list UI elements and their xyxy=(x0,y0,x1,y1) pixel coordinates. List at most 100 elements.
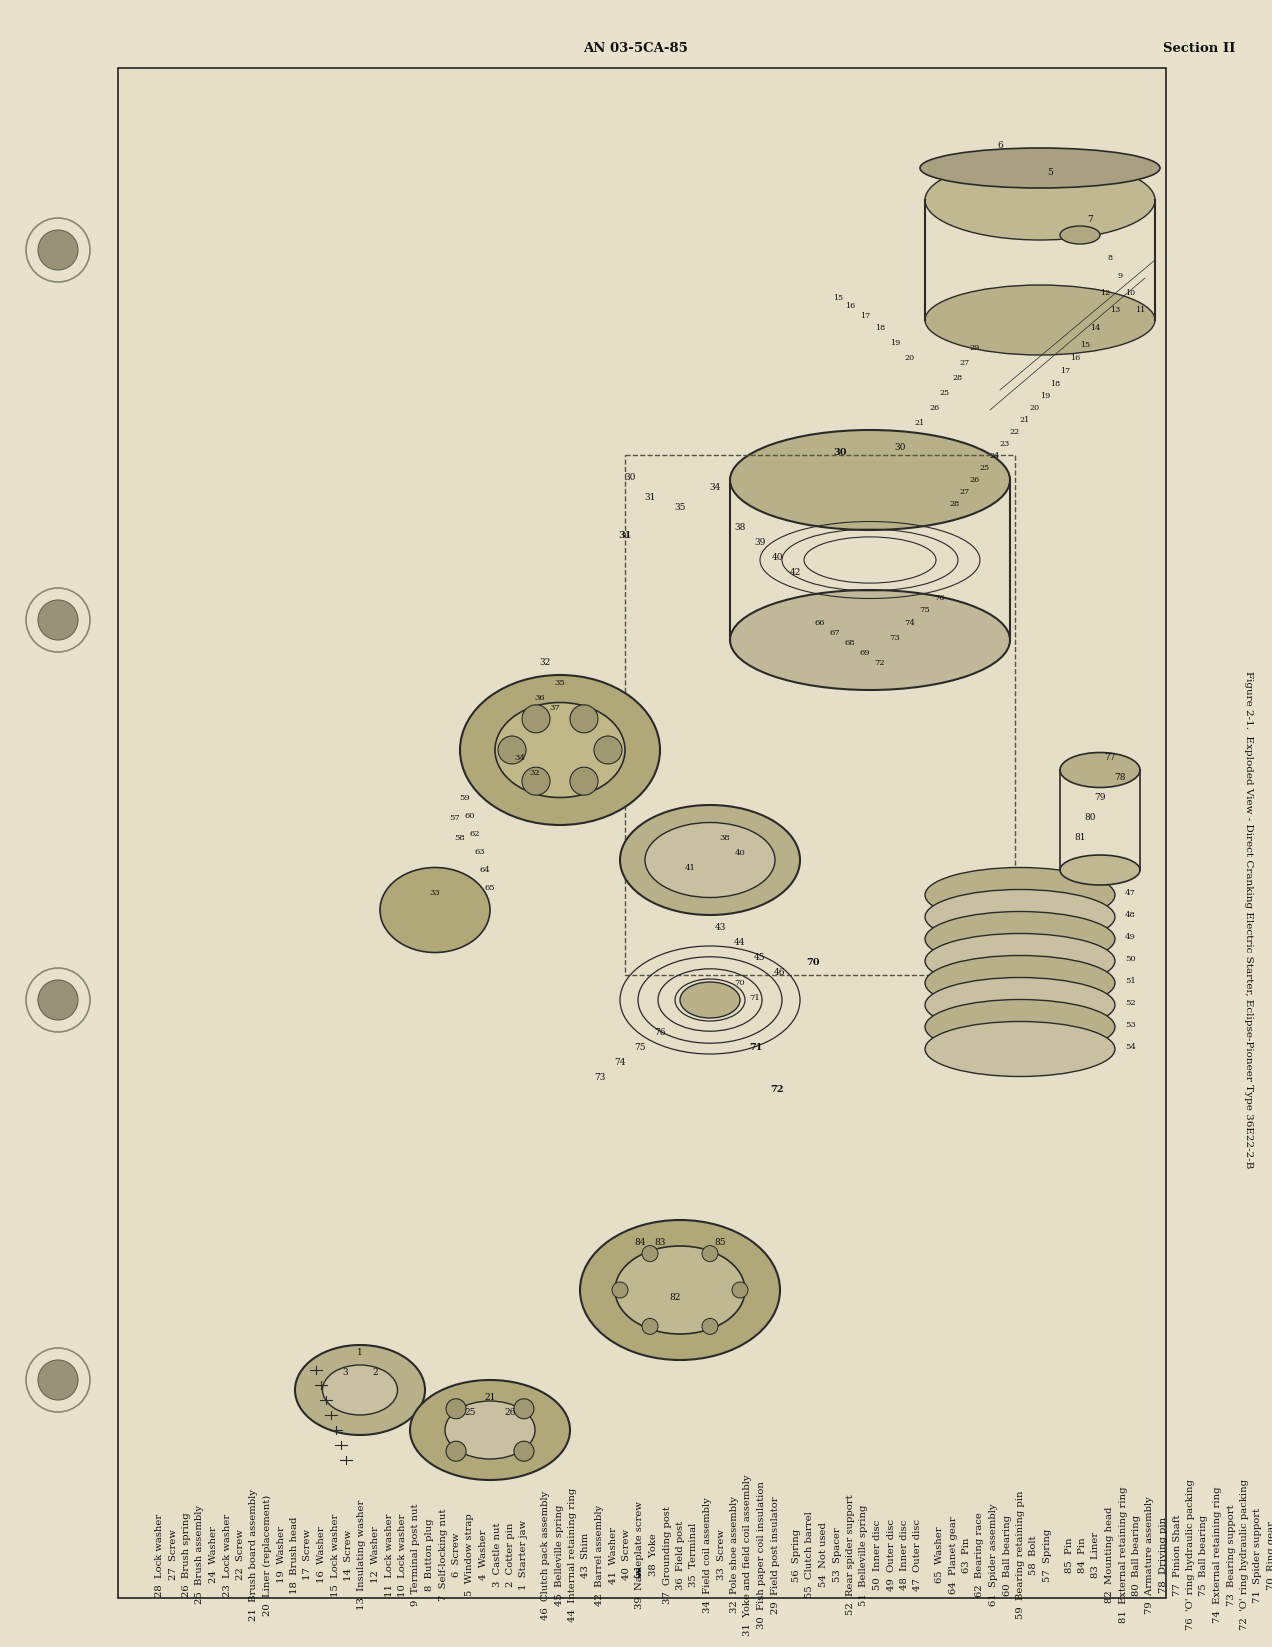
Text: 57: 57 xyxy=(449,814,460,822)
Circle shape xyxy=(25,588,90,652)
Text: 71  Spider support: 71 Spider support xyxy=(1253,1507,1263,1603)
Text: 65: 65 xyxy=(485,884,495,893)
Text: 25: 25 xyxy=(979,464,990,473)
Text: 7: 7 xyxy=(1088,216,1093,224)
Text: 71: 71 xyxy=(749,995,761,1001)
Text: 84  Pin: 84 Pin xyxy=(1077,1537,1088,1573)
Ellipse shape xyxy=(925,911,1116,967)
Text: 43: 43 xyxy=(715,922,726,932)
Text: 29  Field post insulator: 29 Field post insulator xyxy=(771,1495,780,1614)
Text: 33: 33 xyxy=(430,889,440,898)
Text: 3  Castle nut: 3 Castle nut xyxy=(492,1523,501,1588)
Circle shape xyxy=(570,705,598,733)
Text: 82: 82 xyxy=(669,1293,681,1303)
Text: 30: 30 xyxy=(625,473,636,483)
Ellipse shape xyxy=(1060,753,1140,787)
Text: 25: 25 xyxy=(940,389,950,397)
Ellipse shape xyxy=(730,430,1010,530)
Text: 23  Lock washer: 23 Lock washer xyxy=(223,1514,232,1596)
Text: 19: 19 xyxy=(1040,392,1051,400)
Text: 36: 36 xyxy=(534,693,546,702)
Text: 27: 27 xyxy=(960,488,971,496)
Text: 48  Inner disc: 48 Inner disc xyxy=(901,1520,909,1591)
Text: 44  Internal retaining ring: 44 Internal retaining ring xyxy=(569,1487,577,1622)
Text: 73: 73 xyxy=(594,1072,605,1082)
Text: 15  Lock washer: 15 Lock washer xyxy=(331,1514,340,1596)
Circle shape xyxy=(25,968,90,1033)
Text: 27  Screw: 27 Screw xyxy=(168,1530,178,1581)
Text: 9: 9 xyxy=(1117,272,1123,280)
Text: 72: 72 xyxy=(771,1085,784,1094)
Ellipse shape xyxy=(925,285,1155,356)
Text: 19  Washer: 19 Washer xyxy=(276,1527,285,1583)
Text: 1  Starter jaw: 1 Starter jaw xyxy=(519,1520,528,1589)
Text: 74: 74 xyxy=(614,1057,626,1067)
Text: 34: 34 xyxy=(710,483,721,492)
Text: 15: 15 xyxy=(1080,341,1090,349)
Text: 72  'O' ring hydraulic packing: 72 'O' ring hydraulic packing xyxy=(1240,1479,1249,1631)
Text: 23: 23 xyxy=(1000,440,1010,448)
Text: 57  Spring: 57 Spring xyxy=(1043,1528,1052,1581)
Text: 25: 25 xyxy=(464,1408,476,1416)
Text: 51: 51 xyxy=(1124,977,1136,985)
Text: 17  Screw: 17 Screw xyxy=(304,1530,313,1581)
Text: 60: 60 xyxy=(464,812,476,820)
Text: 11: 11 xyxy=(1135,306,1145,315)
Text: 60  Ball bearing: 60 Ball bearing xyxy=(1002,1515,1011,1596)
Text: 43  Shim: 43 Shim xyxy=(581,1532,590,1578)
Circle shape xyxy=(499,736,527,764)
Text: 19: 19 xyxy=(890,339,901,348)
Text: 27: 27 xyxy=(960,359,971,367)
Text: 7  Self-locking nut: 7 Self-locking nut xyxy=(439,1509,448,1601)
Text: 34: 34 xyxy=(515,754,525,763)
Text: 31: 31 xyxy=(645,492,655,502)
Text: 50: 50 xyxy=(1124,955,1136,963)
Text: 32: 32 xyxy=(539,659,551,667)
Text: 4  Washer: 4 Washer xyxy=(480,1530,488,1579)
Text: 70  Ring gear: 70 Ring gear xyxy=(1267,1520,1272,1589)
Circle shape xyxy=(702,1245,717,1262)
Ellipse shape xyxy=(495,703,625,797)
Text: 35  Terminal: 35 Terminal xyxy=(689,1523,698,1588)
Text: 81: 81 xyxy=(1075,833,1086,842)
Circle shape xyxy=(38,980,78,1019)
Text: 82  Mounting head: 82 Mounting head xyxy=(1105,1507,1114,1603)
Text: 54: 54 xyxy=(1124,1043,1136,1051)
Text: 28: 28 xyxy=(950,501,960,507)
Text: 13  Insulating washer: 13 Insulating washer xyxy=(357,1500,366,1611)
Text: 32  Pole shoe assembly: 32 Pole shoe assembly xyxy=(730,1497,739,1614)
Text: 26: 26 xyxy=(930,404,940,412)
Text: 14  Screw: 14 Screw xyxy=(343,1530,354,1581)
Text: 77: 77 xyxy=(1104,753,1116,763)
Text: 16  Washer: 16 Washer xyxy=(317,1527,326,1583)
Text: 47: 47 xyxy=(1124,889,1136,898)
Text: 62: 62 xyxy=(469,830,481,838)
Ellipse shape xyxy=(925,160,1155,240)
Text: 30  Fish paper coil insulation: 30 Fish paper coil insulation xyxy=(757,1481,766,1629)
Circle shape xyxy=(514,1441,534,1461)
Text: 2  Cotter pin: 2 Cotter pin xyxy=(506,1523,515,1588)
Circle shape xyxy=(522,705,550,733)
Text: 30: 30 xyxy=(833,448,847,456)
Text: 6  Screw: 6 Screw xyxy=(452,1533,460,1578)
Text: 81  External retaining ring: 81 External retaining ring xyxy=(1118,1487,1127,1624)
Text: 64: 64 xyxy=(480,866,491,875)
Text: 39: 39 xyxy=(754,539,766,547)
Text: 59: 59 xyxy=(459,794,471,802)
Text: 61  Spider assembly: 61 Spider assembly xyxy=(990,1504,999,1606)
Text: 38: 38 xyxy=(720,833,730,842)
Text: 26: 26 xyxy=(504,1408,515,1416)
Text: 1: 1 xyxy=(357,1347,363,1357)
Text: 71: 71 xyxy=(749,1043,763,1052)
Ellipse shape xyxy=(925,934,1116,988)
Bar xyxy=(625,455,1015,975)
Text: 52  Rear spider support: 52 Rear spider support xyxy=(846,1495,855,1616)
Circle shape xyxy=(25,1347,90,1411)
Ellipse shape xyxy=(619,805,800,916)
Text: 67: 67 xyxy=(829,629,841,637)
Text: 40: 40 xyxy=(735,848,745,856)
Text: 66: 66 xyxy=(815,619,826,628)
Text: 80: 80 xyxy=(1084,814,1095,822)
Text: 18: 18 xyxy=(875,324,885,333)
Text: 53: 53 xyxy=(1124,1021,1136,1029)
